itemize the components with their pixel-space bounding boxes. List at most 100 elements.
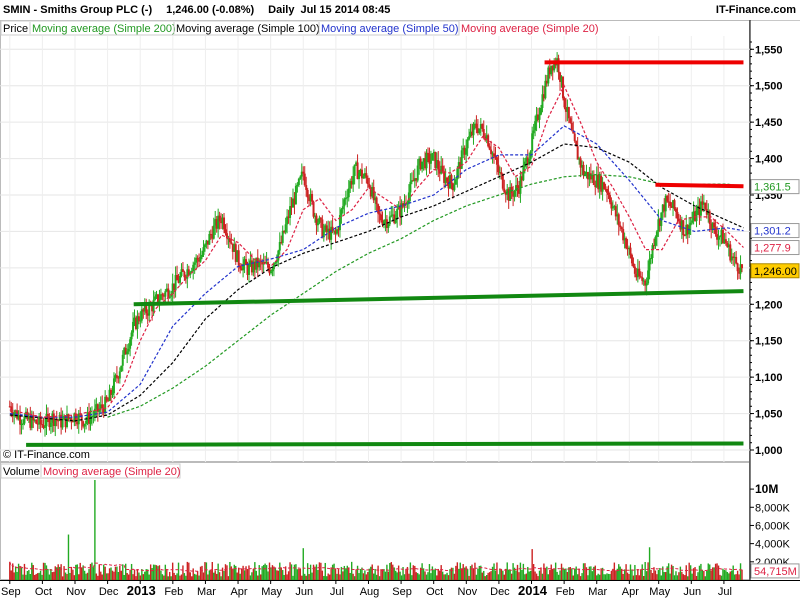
candle-body <box>111 393 114 395</box>
y-tick-label: 1,400 <box>755 154 783 166</box>
candle-body <box>475 123 478 129</box>
candle-body <box>250 260 253 273</box>
candle-body <box>658 219 661 226</box>
volume-ma20-line <box>9 561 743 572</box>
candle-body <box>444 177 447 183</box>
candle-body <box>440 165 443 174</box>
candle-body <box>340 209 343 216</box>
candle-body <box>595 174 598 188</box>
candle-body <box>729 244 732 261</box>
brand-link[interactable]: IT-Finance.com <box>715 4 796 16</box>
candle-body <box>187 269 190 275</box>
x-tick-label: Nov <box>66 586 86 598</box>
candle-body <box>49 422 52 427</box>
candle-body <box>528 159 531 165</box>
candle-body <box>685 224 688 236</box>
candle-body <box>42 425 45 428</box>
candle-body <box>608 194 611 203</box>
candle-body <box>406 203 409 205</box>
candle-body <box>544 80 547 99</box>
candle-body <box>648 258 651 271</box>
volume-legend: Volume Moving average (Simple 20) <box>0 463 181 479</box>
candle-body <box>36 423 39 425</box>
x-tick-label: Jun <box>683 586 701 598</box>
candle-body <box>193 262 196 265</box>
candle-body <box>437 160 440 170</box>
candle-body <box>324 225 327 231</box>
candle-body <box>249 260 252 265</box>
candle-body <box>343 199 346 207</box>
candle-body <box>20 424 23 426</box>
candle-body <box>115 375 118 378</box>
candle-body <box>167 288 170 298</box>
candle-body <box>217 215 220 229</box>
candle-body <box>89 416 92 424</box>
candle-body <box>247 264 250 275</box>
candle-body <box>488 146 491 150</box>
candle-body <box>642 280 645 282</box>
candle-body <box>107 400 110 402</box>
candle-body <box>513 190 516 197</box>
candle-body <box>575 141 578 147</box>
candle-body <box>51 413 54 423</box>
x-tick-label: May <box>261 586 282 598</box>
candle-body <box>567 107 570 119</box>
period: Daily <box>268 4 295 16</box>
candle-body <box>129 339 132 349</box>
candle-body <box>32 415 35 421</box>
candle-body <box>696 205 699 211</box>
candle-body <box>516 185 519 189</box>
volume-ma-badge <box>750 563 800 579</box>
candle-body <box>60 414 63 428</box>
ma50-line <box>9 125 744 418</box>
badge-label-ma50: 1,301.2 <box>754 226 791 238</box>
candle-body <box>136 316 139 329</box>
candle-body <box>233 244 236 252</box>
candle-body <box>19 415 22 425</box>
volume-bars <box>9 480 743 580</box>
candle-body <box>485 135 488 141</box>
moving-averages <box>9 84 744 422</box>
candle-body <box>328 228 331 240</box>
candle-body <box>597 174 600 190</box>
candle-body <box>220 221 223 224</box>
candle-body <box>35 419 38 424</box>
candle-body <box>393 214 396 223</box>
candle-body <box>246 265 249 275</box>
candle-body <box>272 263 275 270</box>
candle-body <box>196 257 199 260</box>
candle-body <box>699 201 702 216</box>
candle-body <box>413 178 416 182</box>
x-tick-label: Oct <box>426 586 443 598</box>
candle-body <box>714 227 717 235</box>
candle-body <box>8 406 11 408</box>
candle-body <box>368 184 371 188</box>
legend-volume: Volume <box>3 466 40 478</box>
badge-label-ma200: 1,361.5 <box>754 182 791 194</box>
candle-body <box>140 309 143 321</box>
candle-body <box>278 242 281 251</box>
candle-body <box>476 128 479 133</box>
candle-body <box>402 203 405 206</box>
volume-panel-frame <box>0 462 750 580</box>
candle-body <box>586 171 589 180</box>
price-change: 1,246.00 (-0.08%) <box>166 4 255 16</box>
candle-body <box>63 415 66 420</box>
candle-body <box>418 158 421 166</box>
candle-body <box>10 406 13 413</box>
candle-body <box>176 275 179 281</box>
candle-body <box>192 264 195 272</box>
candle-body <box>579 158 582 168</box>
candle-body <box>466 139 469 149</box>
candle-body <box>581 164 584 168</box>
candle-body <box>374 197 377 201</box>
candle-body <box>550 65 553 75</box>
x-axis: Sep Oct Nov Dec 2013 Feb Mar Apr May Jun Jul Aug Sep… <box>1 580 732 598</box>
candle-body <box>230 242 233 244</box>
candle-body <box>311 194 314 202</box>
candle-body <box>591 174 594 180</box>
candle-body <box>44 426 46 428</box>
volume-tick-label: 4,000K <box>755 539 791 551</box>
candle-body <box>104 396 107 414</box>
